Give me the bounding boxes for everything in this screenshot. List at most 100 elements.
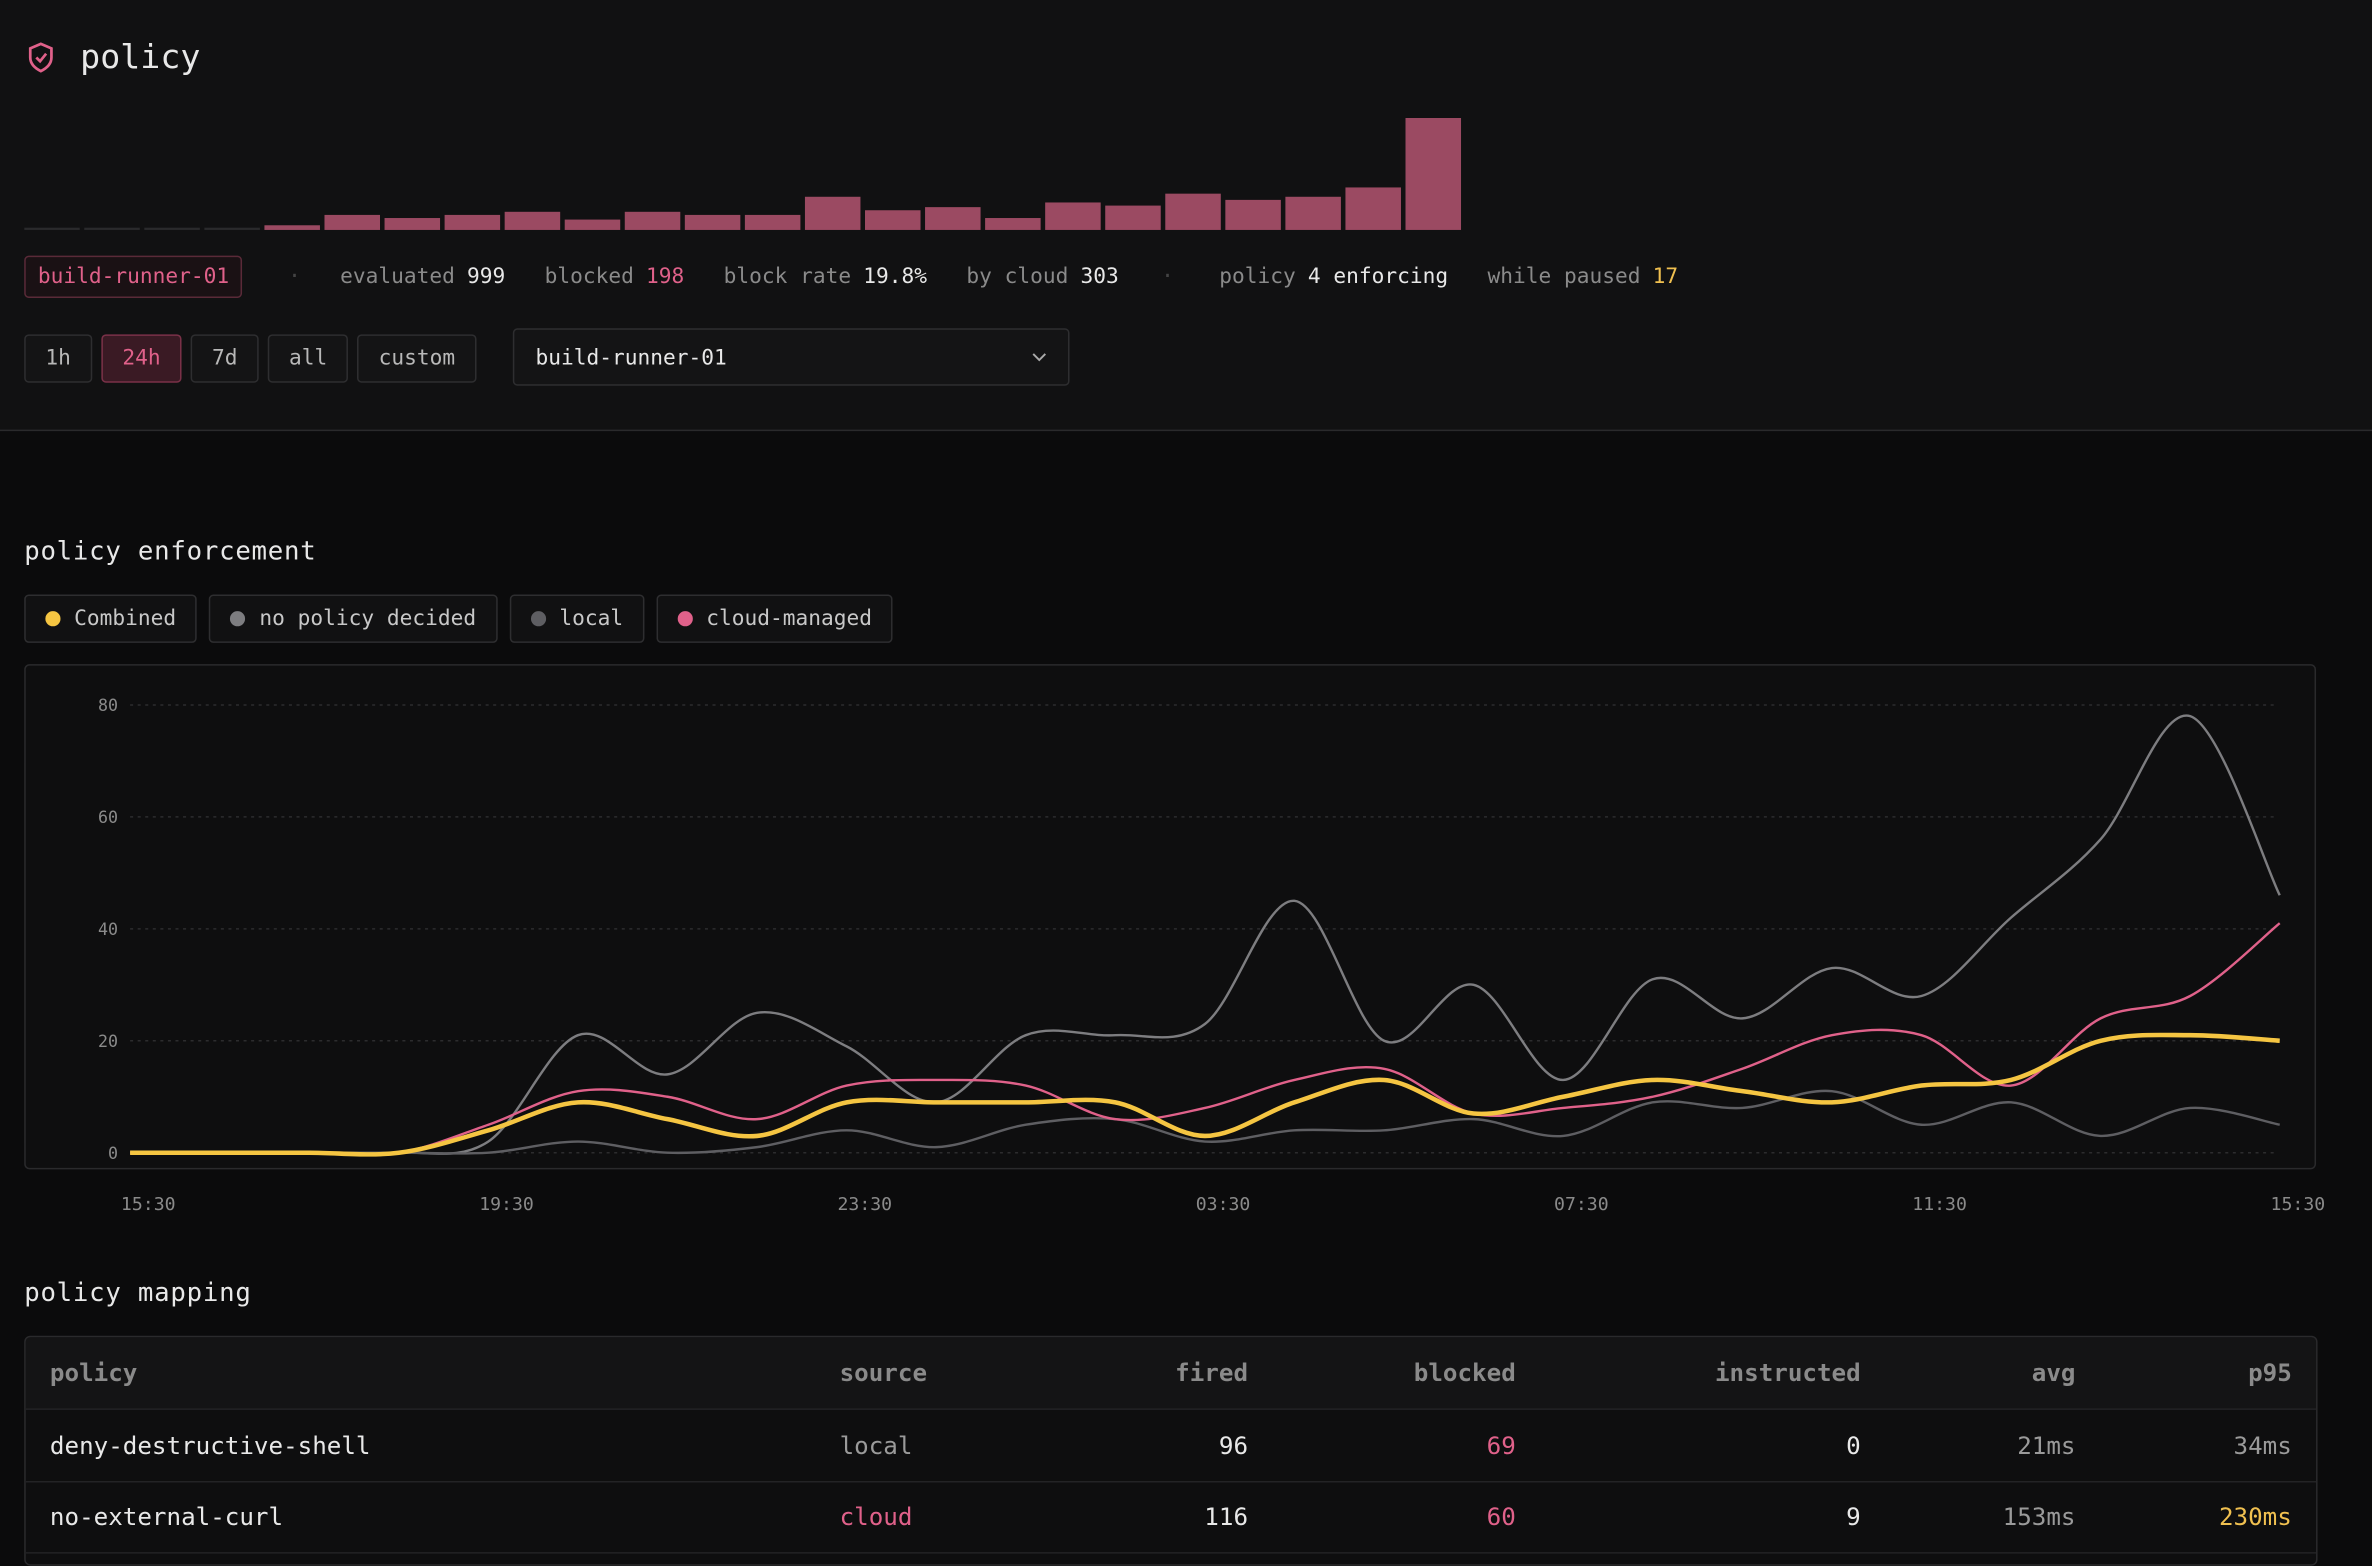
stat: evaluated 999 [340,264,506,289]
y-tick-label: 80 [98,696,118,715]
x-tick-label: 15:30 [121,1194,176,1215]
table-cell: 0 [1846,1431,1861,1460]
series-line [130,1089,2280,1155]
activity-bar [444,214,501,230]
activity-bar [624,211,681,230]
activity-bar [384,218,441,230]
agent-select-value: build-runner-01 [535,346,727,371]
range-button[interactable]: custom [357,334,477,383]
legend-label: no policy decided [259,606,477,631]
stat-value: 999 [467,264,506,289]
activity-bar [324,214,381,230]
activity-bar [1045,202,1101,230]
activity-bar [985,218,1041,230]
range-button[interactable]: 24h [101,334,182,383]
range-button[interactable]: 7d [190,334,259,383]
legend-label: Combined [74,606,177,631]
separator: · [1161,264,1174,289]
table-cell: source [839,1358,928,1388]
stat: blocked 198 [544,264,685,289]
series-line [130,1032,2280,1157]
activity-bar [804,196,861,230]
stat-value: 4 enforcing [1307,264,1449,289]
legend-label: cloud-managed [706,606,873,631]
legend-dot [45,611,61,627]
table-cell: policy [49,1358,138,1388]
stat: by cloud 303 [966,264,1119,289]
series-line [130,922,2281,1156]
stats-row: build-runner-01 · evaluated 999 blocked 198 bl… [24,255,1679,299]
table-cell: blocked [1413,1358,1516,1388]
x-tick-label: 07:30 [1554,1194,1609,1215]
table-cell: 9 [1846,1502,1861,1531]
stat-value: 303 [1080,264,1119,289]
y-tick-label: 20 [98,1032,118,1051]
table-cell: p95 [2248,1358,2292,1388]
legend-item[interactable]: local [509,594,645,643]
stat: policy 4 enforcing [1219,264,1449,289]
table-cell: 69 [1486,1431,1516,1460]
table-cell: cloud [839,1502,913,1531]
activity-bar [144,227,200,230]
stat-value: 19.8% [863,264,928,289]
activity-bar [1165,193,1221,230]
shield-icon [28,42,53,73]
table-cell: 116 [1204,1502,1249,1531]
table-cell: 153ms [2002,1502,2076,1531]
activity-bar [1285,196,1341,230]
y-tick-label: 0 [108,1144,118,1163]
legend-item[interactable]: no policy decided [209,594,498,643]
activity-bar [684,214,741,230]
section-title: policy enforcement [24,537,317,568]
table-row[interactable]: no-external-curl cloud 116 60 9 153ms 230ms [25,1481,2317,1554]
table-row[interactable]: deny-destructive-shell local 96 69 0 21ms 34ms [25,1410,2317,1483]
legend-item[interactable]: Combined [24,594,198,643]
x-tick-label: 11:30 [1912,1194,1967,1215]
stat: while paused 17 [1487,264,1679,289]
separator: · [288,264,301,289]
activity-bar [504,211,561,230]
table-cell: 21ms [2017,1431,2076,1460]
section-title: policy mapping [24,1278,252,1309]
table-cell: deny-destructive-shell [49,1431,371,1460]
activity-bar [744,214,801,230]
activity-bar [925,207,981,230]
table-header: policy source fired blocked instructed avg p95 [25,1337,2317,1410]
activity-bar [564,219,621,230]
y-tick-label: 60 [98,808,118,827]
activity-bar [1105,205,1161,230]
range-button[interactable]: all [267,334,349,383]
chart-frame [24,664,2317,1170]
table-cell: 34ms [2233,1431,2292,1460]
range-button[interactable]: 1h [24,334,93,383]
activity-bar [1345,187,1401,230]
activity-bar [24,227,80,230]
x-tick-label: 19:30 [479,1194,534,1215]
activity-bar [1225,199,1281,230]
activity-bar [84,227,140,230]
stat-value: 17 [1652,264,1679,289]
x-tick-label: 23:30 [837,1194,892,1215]
table-cell: avg [2031,1358,2076,1388]
table-cell: no-external-curl [49,1502,284,1531]
policy-table: policy source fired blocked instructed avg p95… [24,1335,2318,1566]
activity-bar [204,227,260,230]
activity-bar [864,210,921,230]
x-tick-label: 03:30 [1196,1194,1251,1215]
chevron [1032,353,1047,362]
table-cell: local [839,1431,913,1460]
table-cell: 230ms [2218,1502,2292,1531]
agent-select[interactable]: build-runner-01 [512,328,1070,386]
table-cell: 96 [1218,1431,1249,1460]
stat-value: 198 [646,264,685,289]
legend-item[interactable]: cloud-managed [656,594,894,643]
line-chart: 0 20 40 60 80 15:30 19:30 23:30 03:30 07:30 11:30 1… [24,664,2325,1215]
activity-bar [264,225,320,230]
header-panel: policy build-runner-01 · evaluated 999 block… [0,0,2372,432]
agent-tag: build-runner-01 [24,255,243,299]
table-cell: 60 [1486,1502,1516,1531]
range-buttons: 1h 24h 7d all custom [24,334,477,383]
legend-dot [677,611,693,627]
table-cell: fired [1175,1358,1249,1388]
